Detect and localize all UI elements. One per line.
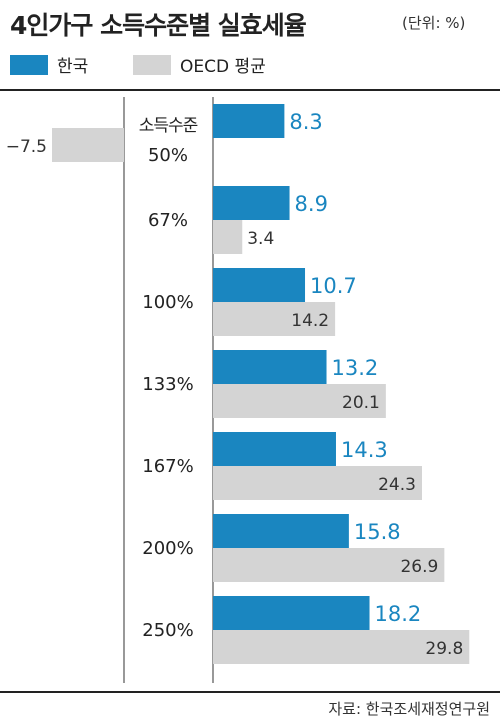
legend-item-korea: 한국 bbox=[10, 52, 88, 77]
bar-korea bbox=[213, 514, 349, 548]
category-label: 67% bbox=[148, 210, 188, 231]
bar-korea bbox=[213, 186, 290, 220]
bar-korea bbox=[213, 432, 336, 466]
bar-oecd bbox=[213, 302, 336, 336]
category-label: 133% bbox=[142, 374, 193, 395]
bar-korea bbox=[213, 596, 370, 630]
source-note: 자료: 한국조세재정연구원 bbox=[328, 700, 490, 718]
legend-label-oecd: OECD 평균 bbox=[180, 57, 266, 77]
data-label-oecd: 14.2 bbox=[291, 311, 329, 331]
category-label: 50% bbox=[148, 145, 188, 166]
category-header: 소득수준 bbox=[139, 116, 198, 136]
category-label: 167% bbox=[142, 456, 193, 477]
legend-swatch-korea bbox=[10, 54, 48, 75]
bar-oecd bbox=[213, 384, 386, 418]
chart-title-text: 4인가구 소득수준별 실효세율 bbox=[10, 11, 307, 40]
bottom-divider bbox=[0, 691, 500, 693]
chart-title: 4인가구 소득수준별 실효세율 bbox=[10, 6, 307, 42]
category-label: 250% bbox=[142, 620, 193, 641]
top-divider bbox=[0, 89, 500, 91]
data-label-oecd: 3.4 bbox=[247, 229, 274, 249]
data-label-oecd: 26.9 bbox=[400, 557, 438, 577]
bar-korea bbox=[213, 104, 285, 138]
data-label-korea: 18.2 bbox=[375, 602, 422, 626]
bar-korea bbox=[213, 350, 327, 384]
legend-swatch-oecd bbox=[133, 54, 171, 75]
bar-oecd bbox=[213, 630, 470, 664]
legend: 한국 OECD 평균 bbox=[0, 52, 500, 80]
data-label-korea: 15.8 bbox=[354, 520, 401, 544]
bar-korea bbox=[213, 268, 306, 302]
bar-oecd bbox=[213, 548, 445, 582]
unit-label: (단위: %) bbox=[402, 14, 466, 32]
data-label-oecd: 24.3 bbox=[378, 475, 416, 495]
data-label-korea: 8.3 bbox=[289, 110, 322, 134]
data-label-oecd: 29.8 bbox=[425, 639, 463, 659]
data-label-oecd: −7.5 bbox=[6, 137, 47, 157]
data-label-korea: 10.7 bbox=[310, 274, 357, 298]
category-label: 200% bbox=[142, 538, 193, 559]
data-label-korea: 14.3 bbox=[341, 438, 388, 462]
data-label-korea: 13.2 bbox=[332, 356, 379, 380]
data-label-oecd: 20.1 bbox=[342, 393, 380, 413]
bar-oecd bbox=[213, 466, 422, 500]
category-label: 100% bbox=[142, 292, 193, 313]
legend-label-korea: 한국 bbox=[57, 57, 89, 77]
bar-oecd bbox=[213, 220, 243, 254]
data-label-korea: 8.9 bbox=[295, 192, 328, 216]
legend-item-oecd: OECD 평균 bbox=[133, 52, 266, 77]
bar-oecd bbox=[52, 128, 124, 162]
